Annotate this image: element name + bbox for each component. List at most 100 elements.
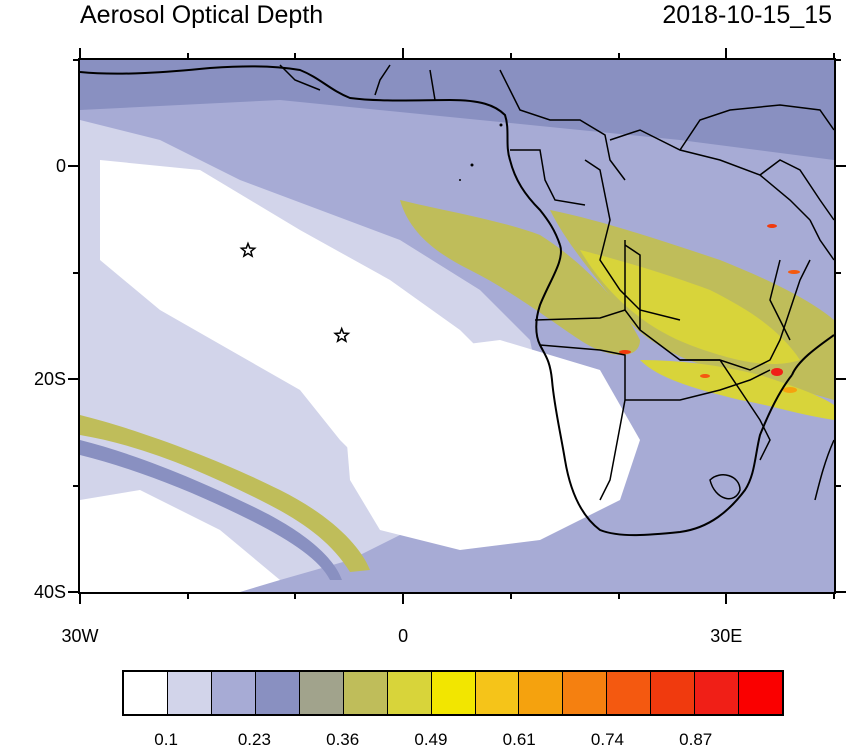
- x-axis-tick-top: [833, 53, 835, 60]
- country-borders: [279, 64, 834, 501]
- aod-band-north: [80, 60, 834, 160]
- aod-hotspot-2: [788, 270, 800, 274]
- aod-clean-region-3: [80, 490, 280, 592]
- colorbar-swatch: [739, 672, 783, 714]
- site-marker-star: [333, 326, 351, 343]
- border-lesotho: [709, 474, 741, 500]
- west-africa-coastline: [80, 65, 561, 246]
- x-axis-tick-top: [294, 53, 297, 60]
- y-axis-tick: [73, 59, 80, 61]
- x-axis-tick-top: [509, 53, 512, 60]
- y-axis-label: 0: [55, 156, 66, 177]
- colorbar-swatch: [255, 672, 300, 714]
- border-2: [374, 64, 391, 96]
- aod-hotspot-5: [700, 374, 710, 378]
- island-sao-tome: [470, 163, 474, 167]
- y-axis-tick-right: [834, 271, 841, 274]
- island-bioko: [499, 123, 503, 127]
- colorbar-swatch: [563, 672, 608, 714]
- colorbar-label: 0.1: [154, 730, 178, 749]
- y-axis-tick-right: [834, 591, 846, 593]
- aod-map-svg: [80, 60, 834, 592]
- aod-clean-region-2: [340, 340, 640, 550]
- colorbar-label: 0.23: [237, 730, 271, 749]
- aod-hotspot-1: [767, 224, 777, 228]
- aod-southern-plume-edge: [80, 440, 342, 580]
- x-axis-tick-top: [186, 53, 189, 60]
- aod-hotspot-4: [619, 350, 631, 354]
- y-axis-tick-right: [834, 59, 841, 61]
- y-axis-label: 20S: [33, 369, 66, 390]
- aod-plume-core: [580, 250, 800, 365]
- colorbar-label: 0.36: [326, 730, 360, 749]
- colorbar: [122, 670, 784, 716]
- map-timestamp: 2018-10-15_15: [662, 1, 832, 29]
- x-axis-tick: [833, 592, 835, 599]
- x-axis-tick: [186, 592, 189, 599]
- x-axis-label: 0: [398, 626, 409, 646]
- aod-hotspot-6: [783, 387, 797, 393]
- colorbar-swatch: [651, 672, 696, 714]
- colorbar-swatch: [124, 672, 168, 714]
- x-axis-tick: [725, 592, 728, 604]
- colorbar-label: 0.61: [502, 730, 536, 749]
- colorbar-swatch: [299, 672, 344, 714]
- colorbar-swatch: [607, 672, 652, 714]
- y-axis-tick-right: [834, 378, 846, 381]
- x-axis-tick-top: [617, 53, 620, 60]
- map-title: Aerosol Optical Depth: [80, 1, 324, 29]
- colorbar-swatch: [167, 672, 212, 714]
- colorbar-swatch: [387, 672, 432, 714]
- x-axis-tick: [617, 592, 620, 599]
- x-axis-tick-top: [79, 48, 81, 60]
- y-axis-tick-right: [834, 484, 841, 487]
- y-axis-tick: [68, 378, 80, 381]
- border-18: [809, 219, 834, 261]
- y-axis-tick: [73, 271, 80, 274]
- border-17: [769, 259, 791, 341]
- border-1: [279, 64, 321, 91]
- colorbar-label: 0.49: [414, 730, 448, 749]
- aod-plume-south: [640, 360, 834, 420]
- madagascar-coast: [814, 439, 834, 501]
- island-annobon: [459, 179, 461, 181]
- aod-southern-plume: [80, 415, 370, 572]
- y-axis-tick: [68, 165, 80, 168]
- east-africa-coastline: [791, 334, 834, 376]
- colorbar-label: 0.74: [590, 730, 624, 749]
- colorbar-swatch: [519, 672, 564, 714]
- site-marker-star: [239, 241, 257, 258]
- aod-plume-west: [400, 200, 640, 355]
- x-axis-label: 30E: [710, 626, 743, 646]
- border-9: [759, 159, 834, 221]
- x-axis-tick-top: [725, 48, 728, 60]
- border-15: [680, 259, 811, 371]
- border-5: [510, 149, 586, 206]
- y-axis-tick: [68, 591, 80, 593]
- border-7: [609, 129, 811, 221]
- colorbar-swatch: [431, 672, 476, 714]
- x-axis-tick: [402, 592, 405, 604]
- y-axis-tick-right: [834, 165, 846, 168]
- colorbar-swatch: [695, 672, 740, 714]
- aod-hotspot-3: [771, 368, 783, 376]
- y-axis-label: 40S: [33, 582, 66, 602]
- x-axis-tick-top: [402, 48, 405, 60]
- x-axis-label: 30W: [61, 626, 99, 646]
- x-axis-tick: [294, 592, 297, 599]
- border-8: [679, 104, 834, 151]
- border-16: [719, 359, 771, 461]
- border-3: [429, 69, 436, 101]
- colorbar-swatch: [475, 672, 520, 714]
- y-axis-tick: [73, 484, 80, 487]
- colorbar-label: 0.87: [679, 730, 713, 749]
- border-13: [539, 344, 626, 501]
- colorbar-swatch: [343, 672, 388, 714]
- x-axis-tick: [509, 592, 512, 599]
- southern-africa-coastline: [535, 244, 793, 537]
- border-14: [625, 369, 771, 401]
- colorbar-swatch: [211, 672, 256, 714]
- aod-map: [78, 58, 836, 594]
- border-12: [624, 244, 641, 330]
- x-axis-tick: [79, 592, 81, 604]
